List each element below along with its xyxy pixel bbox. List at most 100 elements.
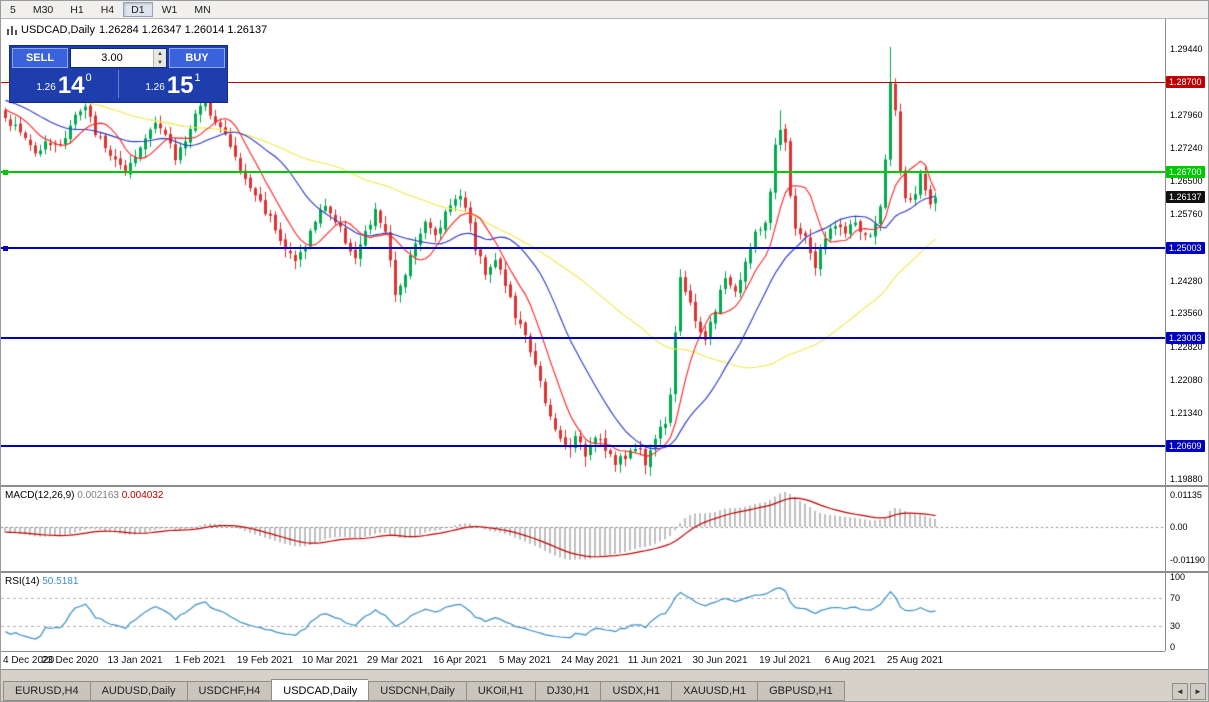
timeframe-button-5[interactable]: 5 — [2, 2, 24, 17]
support-line-blue-1[interactable] — [1, 247, 1165, 250]
date-label: 19 Jul 2021 — [759, 655, 811, 666]
resistance-line-red[interactable] — [1, 81, 1165, 83]
sell-price-sup: 0 — [85, 72, 92, 84]
price-axis-label: 1.19880 — [1170, 473, 1203, 484]
rsi-indicator-chart[interactable] — [1, 573, 1165, 651]
chart-title: USDCAD,Daily 1.26284 1.26347 1.26014 1.2… — [7, 24, 267, 36]
chart-tab-gbpusd-h1[interactable]: GBPUSD,H1 — [757, 681, 845, 701]
tab-scroll-right-icon[interactable]: ► — [1190, 683, 1206, 700]
price-line-tag: 1.23003 — [1166, 332, 1205, 345]
date-label: 4 Dec 2020 — [3, 655, 55, 666]
sell-button[interactable]: SELL — [12, 48, 68, 68]
rsi-title: RSI(14) 50.5181 — [5, 576, 78, 587]
price-axis-label: 1.22080 — [1170, 374, 1203, 385]
price-line-tag: 1.20609 — [1166, 440, 1205, 453]
rsi-axis-label: 70 — [1170, 593, 1181, 603]
date-label: 30 Jun 2021 — [692, 655, 748, 666]
line-selection-handle[interactable] — [3, 245, 8, 251]
timeframe-toolbar: 5 M30 H1 H4 D1 W1 MN — [1, 1, 1208, 19]
price-axis-label: 1.26500 — [1170, 176, 1203, 186]
chart-tab-usdcad-daily[interactable]: USDCAD,Daily — [271, 679, 369, 701]
chart-tab-usdcnh-daily[interactable]: USDCNH,Daily — [368, 681, 466, 701]
macd-indicator-chart[interactable] — [1, 487, 1165, 571]
price-axis-label: 1.21340 — [1170, 408, 1203, 419]
price-axis-label: 1.22820 — [1170, 341, 1203, 352]
price-axis-label: 1.29440 — [1170, 43, 1203, 54]
chart-tab-bar: EURUSD,H4 AUDUSD,Daily USDCHF,H4 USDCAD,Dai… — [1, 669, 1208, 701]
price-axis-label: 1.25760 — [1170, 209, 1203, 220]
rsi-axis-label: 100 — [1170, 572, 1186, 582]
rsi-axis-label: 0 — [1170, 642, 1176, 652]
macd-axis-label: 0.01135 — [1170, 490, 1202, 501]
one-click-trading-panel: SELL 3.00 ▲ ▼ BUY 1.26 14 0 1.26 15 1 — [9, 45, 228, 103]
buy-price-prefix: 1.26 — [145, 82, 165, 93]
trade-prices-row: 1.26 14 0 1.26 15 1 — [10, 68, 227, 100]
price-axis-border — [1165, 19, 1166, 651]
date-label: 23 Dec 2020 — [41, 655, 99, 666]
timeframe-button-h1[interactable]: H1 — [62, 2, 92, 17]
timeframe-button-m30[interactable]: M30 — [24, 2, 62, 17]
date-label: 24 May 2021 — [561, 655, 619, 666]
price-line-tag: 1.26700 — [1166, 166, 1205, 178]
support-line-blue-2[interactable] — [1, 337, 1165, 340]
date-label: 5 May 2021 — [498, 655, 552, 666]
chart-ohlc-values: 1.26284 1.26347 1.26014 1.26137 — [98, 24, 268, 36]
date-label: 11 Jun 2021 — [627, 655, 683, 666]
sell-price[interactable]: 1.26 14 0 — [10, 68, 118, 100]
timeframe-button-d1[interactable]: D1 — [123, 2, 153, 17]
trade-controls-row: SELL 3.00 ▲ ▼ BUY — [10, 46, 227, 68]
chart-type-icon — [7, 25, 17, 35]
price-axis-label: 1.23560 — [1170, 308, 1203, 319]
support-line-green[interactable] — [1, 171, 1165, 173]
date-label: 29 Mar 2021 — [366, 655, 424, 666]
buy-price-big: 15 — [166, 72, 194, 99]
chart-tab-audusd-daily[interactable]: AUDUSD,Daily — [89, 681, 187, 701]
volume-spinner: ▲ ▼ — [153, 49, 166, 67]
volume-box: 3.00 ▲ ▼ — [70, 48, 167, 68]
buy-button[interactable]: BUY — [169, 48, 225, 68]
sell-price-prefix: 1.26 — [36, 82, 56, 93]
sell-price-big: 14 — [57, 72, 85, 99]
timeframe-button-w1[interactable]: W1 — [153, 2, 186, 17]
rsi-name: RSI(14) — [5, 576, 40, 587]
time-axis: 4 Dec 2020 23 Dec 2020 13 Jan 2021 1 Feb 20… — [1, 651, 1165, 669]
rsi-axis-label: 30 — [1170, 621, 1181, 631]
timeframe-button-mn[interactable]: MN — [186, 2, 219, 17]
price-axis-label: 1.27960 — [1170, 110, 1203, 121]
price-line-tag: 1.28700 — [1166, 76, 1205, 88]
macd-title: MACD(12,26,9) 0.002163 0.004032 — [5, 490, 163, 501]
chart-tab-eurusd-h4[interactable]: EURUSD,H4 — [3, 681, 90, 701]
buy-price-sup: 1 — [194, 72, 201, 84]
macd-main-value: 0.002163 — [77, 490, 119, 501]
chart-tab-usdx-h1[interactable]: USDX,H1 — [600, 681, 672, 701]
volume-input[interactable]: 3.00 — [101, 52, 123, 64]
price-divider — [118, 70, 119, 98]
current-price-tag: 1.26137 — [1166, 191, 1205, 204]
macd-axis-label: -0.01190 — [1170, 555, 1205, 566]
volume-up-icon[interactable]: ▲ — [154, 49, 166, 58]
price-axis-label: 1.24280 — [1170, 275, 1203, 286]
panel-separator[interactable] — [1, 571, 1208, 573]
buy-price[interactable]: 1.26 15 1 — [119, 68, 227, 100]
chart-symbol-label: USDCAD,Daily — [21, 24, 95, 36]
date-label: 25 Aug 2021 — [886, 655, 944, 666]
support-line-blue-3[interactable] — [1, 445, 1165, 448]
timeframe-button-h4[interactable]: H4 — [92, 2, 123, 17]
line-selection-handle[interactable] — [3, 169, 8, 175]
macd-name: MACD(12,26,9) — [5, 490, 75, 501]
volume-down-icon[interactable]: ▼ — [154, 58, 166, 67]
date-label: 16 Apr 2021 — [433, 655, 487, 666]
macd-axis-label: 0.00 — [1170, 522, 1188, 532]
chart-tab-dj30-h1[interactable]: DJ30,H1 — [534, 681, 601, 701]
panel-separator[interactable] — [1, 485, 1208, 487]
chart-tab-xauusd-h1[interactable]: XAUUSD,H1 — [671, 681, 758, 701]
rsi-value: 50.5181 — [42, 576, 79, 587]
price-axis-label: 1.27240 — [1170, 142, 1203, 153]
macd-signal-value: 0.004032 — [121, 490, 164, 501]
date-label: 13 Jan 2021 — [107, 655, 163, 666]
date-label: 19 Feb 2021 — [236, 655, 294, 666]
chart-tab-ukoil-h1[interactable]: UKOil,H1 — [465, 681, 535, 701]
tab-scroll-left-icon[interactable]: ◄ — [1172, 683, 1188, 700]
chart-tab-usdchf-h4[interactable]: USDCHF,H4 — [186, 681, 272, 701]
